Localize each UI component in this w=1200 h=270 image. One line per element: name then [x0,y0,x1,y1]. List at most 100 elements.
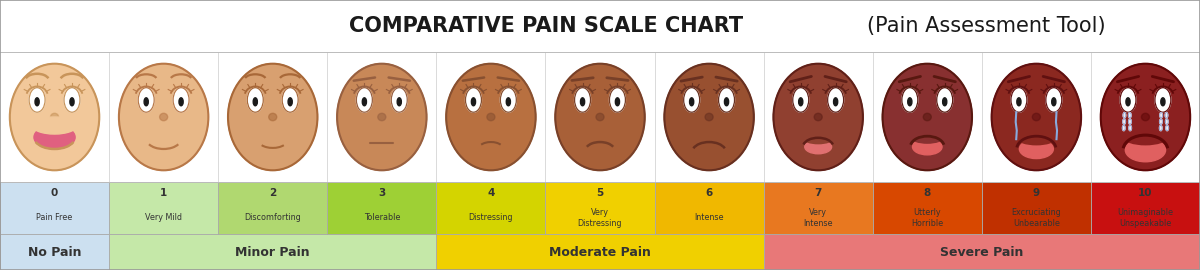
Ellipse shape [690,98,694,106]
Ellipse shape [253,98,257,106]
Ellipse shape [446,64,535,170]
FancyBboxPatch shape [546,182,654,234]
Ellipse shape [725,98,728,106]
Ellipse shape [228,64,318,170]
Ellipse shape [1019,139,1054,158]
Ellipse shape [575,88,590,112]
Ellipse shape [1100,64,1190,170]
FancyBboxPatch shape [109,234,437,270]
Ellipse shape [1159,113,1163,118]
Ellipse shape [397,98,401,106]
Ellipse shape [1141,113,1150,121]
Ellipse shape [1159,125,1162,131]
Ellipse shape [32,117,77,134]
Ellipse shape [943,98,947,106]
Text: Excruciating
Unbearable: Excruciating Unbearable [1012,208,1061,228]
FancyBboxPatch shape [437,234,763,270]
FancyBboxPatch shape [872,182,982,234]
Ellipse shape [1165,119,1168,124]
Ellipse shape [1018,132,1055,145]
FancyBboxPatch shape [982,182,1091,234]
Ellipse shape [1122,125,1126,131]
Ellipse shape [179,98,184,106]
Ellipse shape [1123,119,1126,124]
Ellipse shape [991,64,1081,170]
Ellipse shape [1120,88,1136,112]
Ellipse shape [500,88,516,112]
Ellipse shape [1165,125,1169,131]
Ellipse shape [907,98,912,106]
FancyBboxPatch shape [328,182,437,234]
Ellipse shape [466,88,481,112]
FancyBboxPatch shape [654,182,763,234]
FancyBboxPatch shape [1091,182,1200,234]
Text: 9: 9 [1033,188,1040,198]
Ellipse shape [356,88,372,112]
Ellipse shape [472,98,475,106]
Ellipse shape [70,98,74,106]
Ellipse shape [138,88,154,112]
Ellipse shape [1129,125,1132,131]
Text: 6: 6 [706,188,713,198]
Text: 8: 8 [924,188,931,198]
Ellipse shape [665,64,754,170]
Text: Discomforting: Discomforting [245,214,301,222]
Text: COMPARATIVE PAIN SCALE CHART: COMPARATIVE PAIN SCALE CHART [349,16,750,36]
Ellipse shape [1159,119,1163,124]
Ellipse shape [1126,98,1130,106]
Ellipse shape [804,133,833,144]
Ellipse shape [1165,113,1168,118]
Ellipse shape [556,64,644,170]
Ellipse shape [774,64,863,170]
Text: Very
Intense: Very Intense [804,208,833,228]
Text: Very Mild: Very Mild [145,214,182,222]
Ellipse shape [923,113,931,121]
Ellipse shape [828,88,844,112]
Ellipse shape [10,64,100,170]
Ellipse shape [1123,113,1126,118]
Ellipse shape [119,64,209,170]
FancyBboxPatch shape [0,52,1200,182]
Ellipse shape [1032,113,1040,121]
Text: Utterly
Horrible: Utterly Horrible [911,208,943,228]
Text: Very
Distressing: Very Distressing [577,208,623,228]
Ellipse shape [29,88,46,112]
Ellipse shape [34,126,76,149]
FancyBboxPatch shape [0,182,109,234]
Ellipse shape [1154,88,1171,112]
Ellipse shape [362,98,366,106]
Ellipse shape [805,140,832,154]
FancyBboxPatch shape [218,182,328,234]
Ellipse shape [937,88,953,112]
Ellipse shape [1010,88,1027,112]
Text: Minor Pain: Minor Pain [235,245,310,258]
Ellipse shape [50,113,59,121]
Ellipse shape [684,88,700,112]
Text: Tolerable: Tolerable [364,214,400,222]
Ellipse shape [1124,130,1166,145]
Text: No Pain: No Pain [28,245,82,258]
Text: 2: 2 [269,188,276,198]
Text: 5: 5 [596,188,604,198]
Ellipse shape [35,98,40,106]
Text: 0: 0 [50,188,58,198]
Ellipse shape [581,98,584,106]
Ellipse shape [719,88,734,112]
Ellipse shape [247,88,263,112]
Ellipse shape [882,64,972,170]
Ellipse shape [337,64,426,170]
Ellipse shape [911,131,943,143]
Ellipse shape [1129,119,1132,124]
Text: 10: 10 [1139,188,1153,198]
FancyBboxPatch shape [763,234,1200,270]
Ellipse shape [706,113,713,121]
FancyBboxPatch shape [109,182,218,234]
Ellipse shape [912,139,942,155]
Ellipse shape [391,88,407,112]
FancyBboxPatch shape [763,182,872,234]
Text: Moderate Pain: Moderate Pain [550,245,650,258]
Text: 7: 7 [815,188,822,198]
Text: Pain Free: Pain Free [36,214,73,222]
Text: Unimaginable
Unspeakable: Unimaginable Unspeakable [1117,208,1174,228]
Ellipse shape [799,98,803,106]
